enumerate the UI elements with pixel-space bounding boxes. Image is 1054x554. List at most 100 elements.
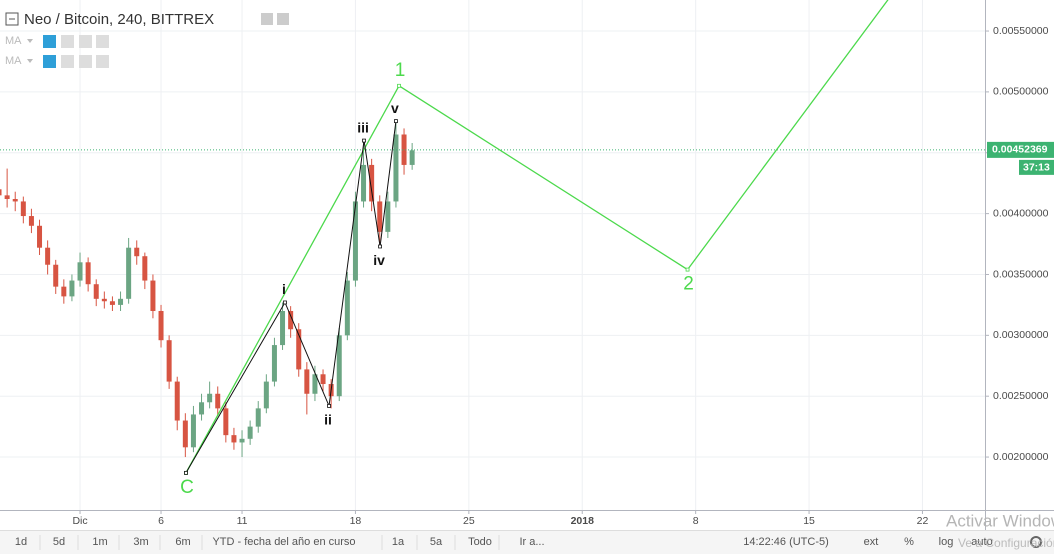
option-button[interactable]: log xyxy=(939,536,954,548)
range-button[interactable]: 6m xyxy=(175,536,190,548)
candle-body xyxy=(344,280,350,336)
candle-body xyxy=(93,284,99,299)
indicator-label: MA xyxy=(5,35,22,47)
x-tick-label: 15 xyxy=(803,515,815,527)
candle-body xyxy=(336,335,342,397)
axes: 0.00200000 0.00250000 0.00300000 0.00350000… xyxy=(72,25,1054,527)
wave-point xyxy=(327,404,331,408)
toolbar-items: 1d 5d 1m 3m 6m YTD - fecha del año en curso 1a… xyxy=(15,535,1042,550)
last-price-box xyxy=(987,141,1054,158)
indicator-button[interactable] xyxy=(43,35,56,48)
x-tick-label: 22 xyxy=(917,515,929,527)
symbol-title: Neo / Bitcoin, 240, BITTREX xyxy=(24,11,214,28)
candle-body xyxy=(85,262,91,285)
candle-body xyxy=(320,374,326,385)
indicator-caret xyxy=(27,39,33,43)
wave-label: iv xyxy=(373,252,385,268)
candle-body xyxy=(182,420,188,448)
countdown-box xyxy=(1019,159,1054,175)
candle-body xyxy=(215,393,221,409)
wave-label: iii xyxy=(357,119,369,135)
y-tick-label: 0.00500000 xyxy=(993,86,1049,98)
indicator-button[interactable] xyxy=(96,35,109,48)
plot xyxy=(0,0,985,475)
option-button[interactable]: % xyxy=(904,536,914,548)
candle-body xyxy=(409,150,415,165)
candle-body xyxy=(296,329,302,370)
x-tick-label: 8 xyxy=(693,515,699,527)
candle-body xyxy=(271,345,277,382)
indicators: MA MA xyxy=(5,35,109,68)
range-button[interactable]: 5a xyxy=(430,536,443,548)
wave-point xyxy=(283,300,287,305)
time-label: 14:22:46 (UTC-5) xyxy=(743,536,829,548)
indicator-button[interactable] xyxy=(61,35,74,48)
candle-body xyxy=(385,201,391,232)
candle-body xyxy=(150,280,156,311)
range-button[interactable]: 3m xyxy=(133,536,148,548)
candle-body xyxy=(61,286,67,297)
range-button[interactable]: 1m xyxy=(92,536,107,548)
countdown-label: 37:13 xyxy=(1023,162,1050,174)
indicator-button[interactable] xyxy=(61,55,74,68)
candle-body xyxy=(239,438,245,443)
wave-point xyxy=(397,83,401,88)
candle-body xyxy=(247,426,253,439)
indicator-button[interactable] xyxy=(79,35,92,48)
range-button[interactable]: 1d xyxy=(15,536,27,548)
candle-body xyxy=(393,134,399,202)
option-button[interactable]: auto xyxy=(971,536,992,548)
wave-point xyxy=(394,119,398,124)
x-tick-label: 2018 xyxy=(571,515,595,527)
candle-body xyxy=(12,199,18,202)
y-tick-label: 0.00200000 xyxy=(993,451,1049,463)
candle-body xyxy=(288,310,294,330)
range-button[interactable]: 1a xyxy=(392,536,405,548)
eye-icon[interactable] xyxy=(261,13,273,25)
candle-body xyxy=(126,247,132,299)
indicator-button[interactable] xyxy=(43,55,56,68)
wave-point xyxy=(685,267,690,272)
grid xyxy=(0,0,985,510)
settings-icon[interactable] xyxy=(277,13,289,25)
wave-point xyxy=(362,138,366,143)
candle-body xyxy=(37,225,43,248)
candle-body xyxy=(28,216,34,226)
candle-body xyxy=(109,301,115,305)
candle-body xyxy=(223,408,229,436)
watermark-title: Activar Windows xyxy=(946,511,1054,530)
candle-body xyxy=(255,408,261,427)
candle-body xyxy=(20,201,26,217)
range-button[interactable]: 5d xyxy=(53,536,65,548)
x-tick-label: Dic xyxy=(72,515,87,527)
range-button[interactable]: YTD - fecha del año en curso xyxy=(212,536,355,548)
wave-line xyxy=(185,121,397,474)
y-tick-label: 0.00550000 xyxy=(993,25,1049,37)
range-button[interactable]: Todo xyxy=(468,536,492,548)
settings-gear[interactable] xyxy=(1030,536,1042,548)
candle-body xyxy=(166,340,172,382)
y-tick-label: 0.00250000 xyxy=(993,390,1049,402)
range-button[interactable]: Ir a... xyxy=(519,536,544,548)
candle-body xyxy=(142,256,148,281)
wave-point xyxy=(378,244,382,249)
indicator-label: MA xyxy=(5,55,22,67)
x-tick-label: 6 xyxy=(158,515,164,527)
collapse-icon[interactable] xyxy=(5,12,19,26)
last-price-label: 0.00452369 xyxy=(992,144,1048,156)
wave-label: C xyxy=(180,477,194,498)
toolbar xyxy=(0,530,1054,554)
y-tick-label: 0.00300000 xyxy=(993,329,1049,341)
watermark-sub: Ve a Configuración xyxy=(958,536,1054,550)
option-button[interactable]: ext xyxy=(864,536,879,548)
indicator-button[interactable] xyxy=(96,55,109,68)
candle-body xyxy=(369,164,375,202)
y-tick-label: 0.00400000 xyxy=(993,207,1049,219)
indicator-button[interactable] xyxy=(79,55,92,68)
candle-body xyxy=(134,247,140,257)
candle-body xyxy=(207,393,213,403)
y-tick-label: 0.00350000 xyxy=(993,268,1049,280)
candle-body xyxy=(199,402,205,415)
